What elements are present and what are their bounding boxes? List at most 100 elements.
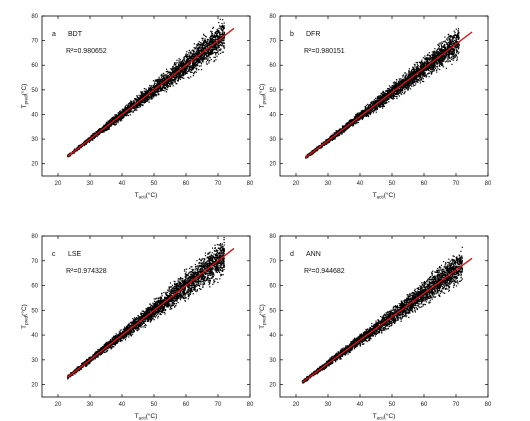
scatter-point xyxy=(158,87,160,89)
scatter-point xyxy=(204,51,206,53)
scatter-point xyxy=(208,62,210,64)
scatter-point xyxy=(426,75,428,77)
scatter-point xyxy=(444,61,446,63)
scatter-point xyxy=(453,43,455,45)
x-tick-label: 40 xyxy=(119,181,126,187)
scatter-point xyxy=(213,35,215,37)
scatter-point xyxy=(403,92,406,94)
scatter-point xyxy=(167,84,169,87)
scatter-point xyxy=(207,40,209,42)
scatter-point xyxy=(221,26,223,29)
scatter-point xyxy=(201,51,203,53)
r-squared-label: R²=0.980652 xyxy=(66,48,107,55)
scatter-point xyxy=(139,98,141,100)
scatter-point xyxy=(158,80,160,83)
scatter-point xyxy=(221,38,223,40)
scatter-point xyxy=(165,91,168,93)
scatter-point xyxy=(197,60,199,62)
scatter-point xyxy=(125,111,127,114)
scatter-point xyxy=(125,107,127,109)
x-tick-label: 80 xyxy=(247,181,254,187)
scatter-point xyxy=(167,80,170,83)
scatter-point xyxy=(175,76,177,79)
scatter-point xyxy=(157,89,160,91)
scatter-point xyxy=(213,48,215,50)
scatter-point xyxy=(179,76,182,78)
scatter-point xyxy=(223,27,225,29)
scatter-point xyxy=(136,106,138,108)
scatter-point xyxy=(209,54,211,56)
scatter-point xyxy=(124,109,126,112)
scatter-point xyxy=(196,65,198,67)
scatter-point xyxy=(216,38,218,41)
scatter-point xyxy=(159,83,161,85)
scatter-point xyxy=(205,40,207,43)
scatter-point xyxy=(178,75,181,77)
scatter-point xyxy=(217,45,219,47)
y-tick-label: 20 xyxy=(31,162,38,168)
scatter-point xyxy=(191,55,193,57)
scatter-point xyxy=(201,60,204,62)
chart-panel-b: 20 30 40 50 60 70 8020304050607080Tacti(°C)Tpr… xyxy=(258,14,492,200)
scatter-point xyxy=(144,91,146,93)
scatter-point xyxy=(204,46,206,48)
scatter-point xyxy=(209,44,211,46)
scatter-point xyxy=(154,80,157,82)
scatter-point xyxy=(141,101,143,103)
scatter-point xyxy=(189,60,191,62)
scatter-point xyxy=(155,80,158,82)
scatter-point xyxy=(178,78,180,80)
scatter-point xyxy=(97,128,100,131)
scatter-point xyxy=(196,44,198,46)
scatter-point xyxy=(89,139,91,141)
scatter-point xyxy=(133,106,136,108)
scatter-point xyxy=(192,65,194,67)
scatter-point xyxy=(163,84,165,87)
scatter-point xyxy=(180,71,183,73)
scatter-point xyxy=(408,70,410,72)
scatter-point xyxy=(194,53,196,56)
scatter-point xyxy=(165,84,167,86)
scatter-point xyxy=(450,39,452,41)
scatter-point xyxy=(85,143,87,145)
scatter-point xyxy=(136,96,139,98)
scatter-point xyxy=(360,110,362,112)
scatter-point xyxy=(179,75,181,77)
scatter-point xyxy=(127,114,130,117)
scatter-point xyxy=(122,110,124,113)
scatter-point xyxy=(198,59,200,61)
scatter-point xyxy=(108,120,110,123)
scatter-point xyxy=(210,30,212,32)
scatter-point xyxy=(196,54,198,56)
scatter-point xyxy=(210,38,212,40)
scatter-point xyxy=(208,60,210,62)
scatter-point xyxy=(89,137,91,139)
scatter-point xyxy=(178,77,180,79)
scatter-point xyxy=(423,80,425,83)
scatter-point xyxy=(129,103,131,105)
scatter-point xyxy=(87,138,89,140)
scatter-point xyxy=(209,50,212,52)
scatter-point xyxy=(159,78,161,80)
scatter-point xyxy=(112,123,114,125)
scatter-point xyxy=(128,107,130,109)
scatter-point xyxy=(160,88,162,90)
scatter-point xyxy=(219,49,222,51)
scatter-point xyxy=(223,27,225,30)
scatter-point xyxy=(142,92,144,94)
scatter-point xyxy=(137,102,140,104)
scatter-point xyxy=(220,40,222,42)
scatter-point xyxy=(177,68,179,70)
scatter-point xyxy=(126,113,128,116)
scatter-point xyxy=(182,65,184,67)
scatter-point xyxy=(211,48,213,51)
scatter-point xyxy=(154,87,156,89)
scatter-point xyxy=(104,125,106,128)
scatter-point xyxy=(217,37,219,39)
scatter-point xyxy=(199,55,201,57)
scatter-point xyxy=(132,111,134,113)
scatter-point xyxy=(152,93,154,96)
scatter-point xyxy=(183,73,185,75)
scatter-point xyxy=(200,42,202,44)
scatter-point xyxy=(179,72,181,74)
